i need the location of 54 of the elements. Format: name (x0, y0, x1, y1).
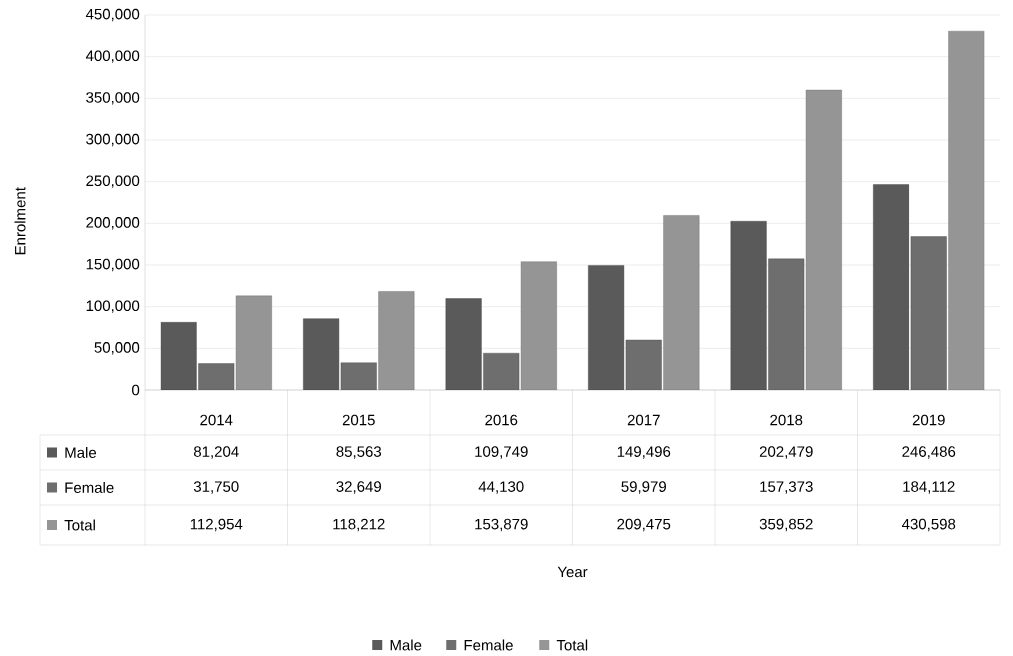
y-tick-label: 50,000 (94, 342, 140, 355)
text: Total (556, 639, 588, 651)
data-label: 31,750 (193, 481, 239, 494)
data-label: 153,879 (475, 518, 528, 532)
legend-label: Male (65, 446, 97, 458)
text: Male (390, 639, 422, 651)
x-tick-label: 2014 (200, 414, 233, 426)
data-label: 184,112 (903, 481, 955, 494)
bar (805, 89, 842, 390)
x-tick-label: 2015 (342, 414, 375, 426)
data-label: 81,204 (193, 446, 239, 459)
y-tick-label: 250,000 (86, 175, 140, 188)
y-tick-label: 200,000 (86, 217, 140, 230)
data-label: 430,598 (901, 518, 956, 532)
y-tick-label: 400,000 (85, 50, 140, 63)
bar (873, 184, 910, 390)
bar (303, 318, 340, 390)
bar (520, 261, 557, 390)
data-label: 59,979 (621, 481, 666, 494)
data-label: 44,130 (478, 481, 524, 494)
bar (588, 265, 625, 390)
y-tick-label: 450,000 (85, 8, 140, 22)
data-label: 112,954 (190, 518, 243, 532)
bar (378, 291, 415, 390)
data-label: 118,212 (333, 518, 385, 532)
data-label: 157,373 (760, 481, 813, 494)
y-axis-title: Enrolment (14, 187, 26, 255)
data-label: 32,649 (336, 481, 381, 494)
data-label: 359,852 (759, 518, 813, 532)
data-label: 209,475 (617, 518, 671, 532)
y-tick-label: 150,000 (86, 258, 140, 272)
data-label: 109,749 (475, 446, 528, 459)
legend-label: Female (65, 481, 114, 493)
bar (235, 295, 272, 390)
y-tick-label: 350,000 (86, 92, 140, 105)
text: Female (464, 639, 513, 651)
y-tick-label: 0 (132, 384, 140, 396)
x-tick-label: 2017 (627, 414, 660, 426)
bar (445, 298, 482, 390)
bar (160, 322, 197, 390)
x-tick-label: 2018 (770, 414, 803, 426)
data-label: 246,486 (902, 446, 956, 459)
bar (730, 221, 767, 390)
x-tick-label: 2019 (912, 414, 945, 426)
bar (948, 30, 985, 390)
bar (663, 215, 700, 390)
text: Year (557, 566, 588, 578)
data-label: 149,496 (617, 446, 671, 459)
legend-label: Total (64, 519, 95, 531)
y-tick-label: 100,000 (86, 300, 140, 313)
data-label: 85,563 (336, 446, 382, 459)
data-label: 202,479 (759, 446, 813, 459)
y-tick-label: 300,000 (86, 133, 140, 147)
x-tick-label: 2016 (485, 414, 518, 426)
